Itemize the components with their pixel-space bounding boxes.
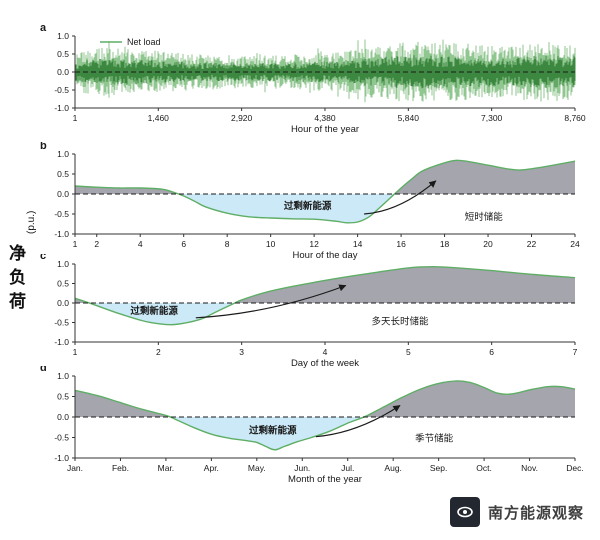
svg-text:1: 1	[73, 239, 78, 249]
svg-text:Dec.: Dec.	[566, 463, 583, 473]
panel-b-chart: 1.00.50.0-0.5-1.01 2 4 6 8 10 12 14 16 18 20 22 24Ho…	[40, 142, 580, 261]
svg-text:7,300: 7,300	[481, 113, 503, 123]
svg-text:8,760: 8,760	[564, 113, 586, 123]
svg-text:24: 24	[570, 239, 580, 249]
svg-text:Apr.: Apr.	[204, 463, 219, 473]
svg-text:1: 1	[73, 347, 78, 357]
svg-text:16: 16	[396, 239, 406, 249]
svg-text:4: 4	[323, 347, 328, 357]
svg-text:Hour of the day: Hour of the day	[293, 250, 358, 261]
svg-text:0.5: 0.5	[57, 49, 69, 59]
svg-text:0.0: 0.0	[57, 298, 69, 308]
svg-text:12: 12	[309, 239, 319, 249]
svg-text:1: 1	[73, 113, 78, 123]
svg-text:Jul.: Jul.	[341, 463, 354, 473]
svg-text:0.0: 0.0	[57, 189, 69, 199]
svg-text:-0.5: -0.5	[54, 318, 69, 328]
svg-text:1.0: 1.0	[57, 371, 69, 381]
svg-text:0.5: 0.5	[57, 279, 69, 289]
svg-text:1.0: 1.0	[57, 149, 69, 159]
svg-text:0.0: 0.0	[57, 67, 69, 77]
svg-text:-0.5: -0.5	[54, 85, 69, 95]
svg-text:短时储能: 短时储能	[465, 211, 504, 223]
svg-text:2: 2	[94, 239, 99, 249]
svg-text:2,920: 2,920	[231, 113, 253, 123]
svg-text:6: 6	[181, 239, 186, 249]
svg-text:May.: May.	[248, 463, 266, 473]
svg-text:10: 10	[266, 239, 276, 249]
svg-text:Feb.: Feb.	[112, 463, 129, 473]
svg-text:1,460: 1,460	[148, 113, 170, 123]
svg-text:a: a	[40, 22, 47, 34]
svg-text:d: d	[40, 366, 47, 374]
svg-text:Month of the year: Month of the year	[288, 474, 362, 485]
svg-text:c: c	[40, 254, 46, 262]
svg-text:18: 18	[440, 239, 450, 249]
svg-text:-1.0: -1.0	[54, 229, 69, 239]
svg-text:3: 3	[239, 347, 244, 357]
panel-a-chart: 1.0 0.5 0.0 -0.5 -1.0 1 1,460 2,920 4,380 5,840 7,…	[40, 22, 586, 135]
svg-text:b: b	[40, 142, 47, 152]
svg-text:过剩新能源: 过剩新能源	[249, 425, 297, 437]
svg-text:8: 8	[225, 239, 230, 249]
svg-text:Net load: Net load	[127, 37, 161, 47]
svg-text:Nov.: Nov.	[521, 463, 538, 473]
svg-text:1.0: 1.0	[57, 259, 69, 269]
watermark: 南方能源观察	[449, 497, 584, 527]
svg-text:20: 20	[483, 239, 493, 249]
svg-text:-1.0: -1.0	[54, 453, 69, 463]
svg-text:-0.5: -0.5	[54, 209, 69, 219]
svg-text:-1.0: -1.0	[54, 103, 69, 113]
svg-text:0.5: 0.5	[57, 392, 69, 402]
svg-text:过剩新能源: 过剩新能源	[284, 200, 332, 212]
svg-text:Oct.: Oct.	[476, 463, 492, 473]
svg-text:Day of the week: Day of the week	[291, 358, 359, 369]
svg-text:1.0: 1.0	[57, 31, 69, 41]
eye-icon	[457, 506, 473, 518]
svg-text:5: 5	[406, 347, 411, 357]
svg-text:7: 7	[573, 347, 578, 357]
svg-text:4,380: 4,380	[314, 113, 336, 123]
svg-text:-0.5: -0.5	[54, 433, 69, 443]
svg-text:季节储能: 季节储能	[415, 432, 454, 444]
y-axis-label-chinese: 净负荷	[6, 244, 25, 316]
svg-text:Sep.: Sep.	[430, 463, 448, 473]
svg-text:6: 6	[489, 347, 494, 357]
svg-text:0.5: 0.5	[57, 169, 69, 179]
svg-text:Hour of the year: Hour of the year	[291, 124, 359, 135]
svg-text:5,840: 5,840	[398, 113, 420, 123]
svg-text:2: 2	[156, 347, 161, 357]
svg-text:Mar.: Mar.	[158, 463, 175, 473]
svg-text:22: 22	[527, 239, 537, 249]
svg-text:14: 14	[353, 239, 363, 249]
svg-text:4: 4	[138, 239, 143, 249]
svg-text:过剩新能源: 过剩新能源	[130, 305, 178, 317]
watermark-text: 南方能源观察	[487, 504, 584, 522]
svg-text:0.0: 0.0	[57, 412, 69, 422]
watermark-logo-icon	[449, 497, 480, 527]
svg-text:多天长时储能: 多天长时储能	[371, 315, 429, 327]
svg-text:Jan.: Jan.	[67, 463, 83, 473]
svg-text:-1.0: -1.0	[54, 337, 69, 347]
svg-text:Jun.: Jun.	[294, 463, 310, 473]
svg-text:Aug.: Aug.	[384, 463, 402, 473]
panel-c-chart: 1.0 0.5 0.0 -0.5 -1.0 1 2 3 4 5 6 7 Day of the week c…	[40, 254, 578, 369]
